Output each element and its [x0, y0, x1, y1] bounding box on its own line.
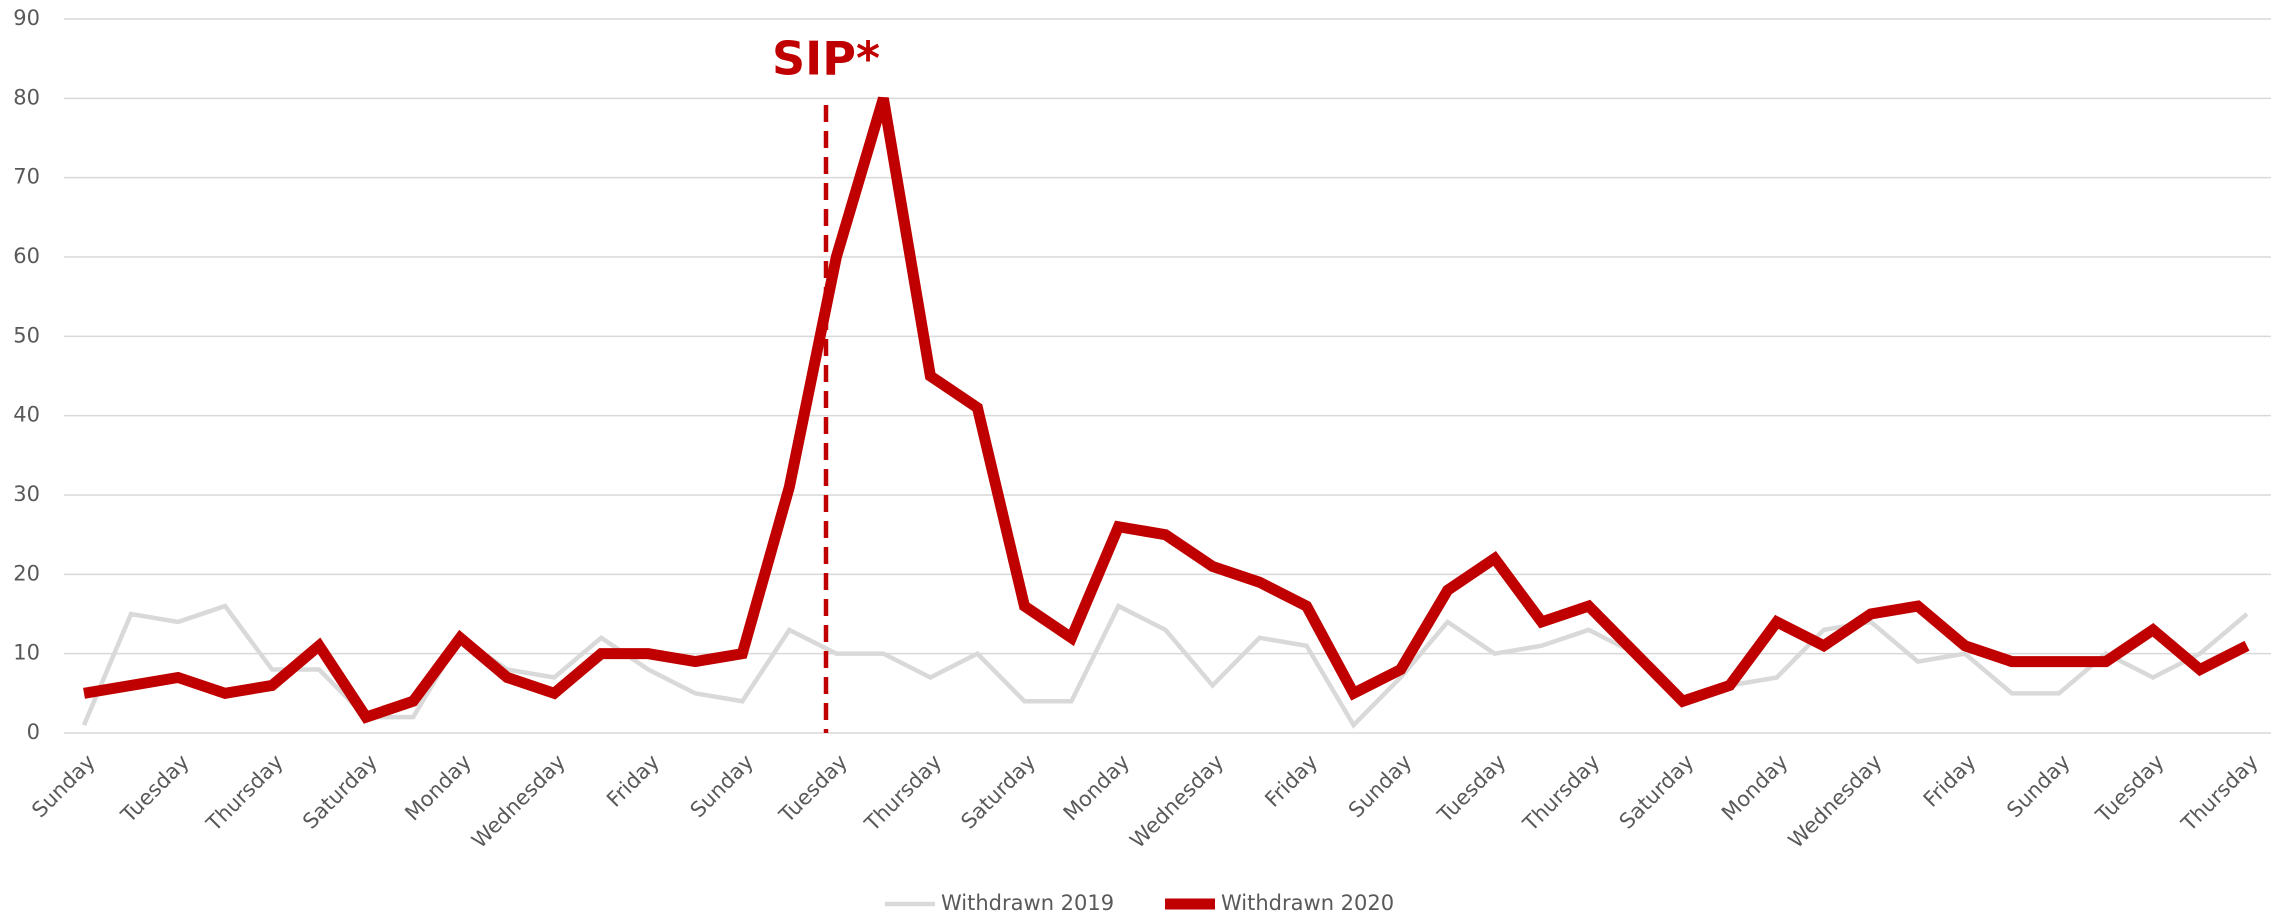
x-tick-label: Monday	[400, 750, 476, 826]
x-tick-label: Sunday	[686, 750, 759, 823]
x-tick-label: Sunday	[27, 750, 100, 823]
y-tick-label: 80	[13, 85, 40, 109]
x-tick-label: Thursday	[859, 750, 946, 837]
x-tick-label: Thursday	[1518, 750, 1605, 837]
legend-label: Withdrawn 2019	[941, 891, 1114, 915]
y-tick-label: 90	[13, 6, 40, 30]
x-tick-label: Thursday	[2176, 750, 2263, 837]
x-tick-label: Friday	[1919, 750, 1981, 812]
x-tick-label: Saturday	[298, 750, 382, 834]
x-tick-label: Wednesday	[467, 750, 570, 853]
x-tick-label: Sunday	[2002, 750, 2075, 823]
x-tick-label: Friday	[1260, 750, 1322, 812]
x-tick-label: Tuesday	[2091, 750, 2169, 828]
x-tick-label: Thursday	[201, 750, 288, 837]
x-tick-label: Monday	[1717, 750, 1793, 826]
series-line	[83, 96, 2250, 724]
x-tick-label: Tuesday	[116, 750, 194, 828]
x-tick-label: Saturday	[1615, 750, 1699, 834]
x-tick-label: Sunday	[1344, 750, 1417, 823]
x-tick-label: Wednesday	[1125, 750, 1228, 853]
x-tick-label: Tuesday	[774, 750, 852, 828]
x-tick-label: Tuesday	[1432, 750, 1510, 828]
y-tick-label: 70	[13, 165, 40, 189]
legend-label: Withdrawn 2020	[1221, 891, 1394, 915]
y-tick-label: 40	[13, 403, 40, 427]
x-tick-label: Wednesday	[1784, 750, 1887, 853]
x-tick-label: Friday	[602, 750, 664, 812]
x-tick-label: Saturday	[956, 750, 1040, 834]
y-tick-label: 50	[13, 323, 40, 347]
y-tick-label: 30	[13, 482, 40, 506]
x-tick-label: Monday	[1059, 750, 1135, 826]
y-tick-label: 20	[13, 561, 40, 585]
annotation-label: SIP*	[772, 32, 880, 86]
y-tick-label: 0	[27, 720, 40, 744]
y-tick-label: 60	[13, 244, 40, 268]
y-tick-label: 10	[13, 641, 40, 665]
